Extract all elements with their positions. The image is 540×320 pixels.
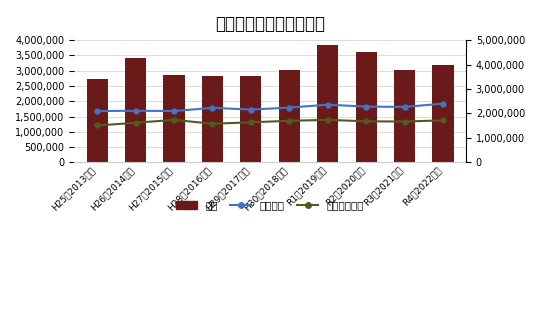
Bar — [355, 52, 377, 163]
Bar — [317, 45, 338, 163]
Bar — [433, 65, 454, 163]
Bar — [279, 70, 300, 163]
Bar — [202, 76, 223, 163]
Bar — [394, 70, 415, 163]
Bar — [86, 79, 107, 163]
Bar — [240, 76, 261, 163]
Bar — [125, 59, 146, 163]
Bar — [164, 75, 185, 163]
Title: 広域消防特別会計の推移: 広域消防特別会計の推移 — [215, 15, 325, 33]
Legend: 合計, 小田原市, 足柄１市５町: 合計, 小田原市, 足柄１市５町 — [172, 196, 368, 215]
